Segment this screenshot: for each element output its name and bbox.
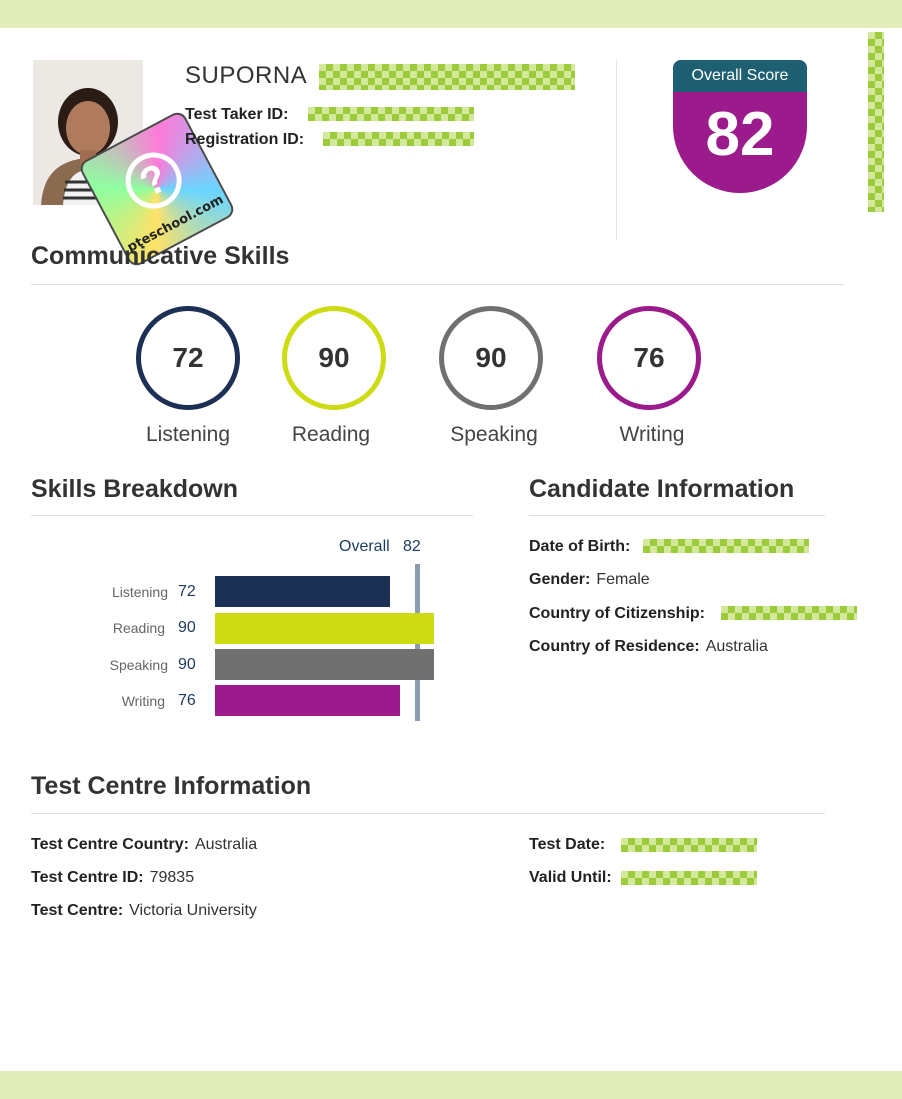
writing-score-circle: 76 [597,306,701,410]
header-divider [616,60,617,240]
citizenship-label: Country of Citizenship: [529,605,705,622]
skills-breakdown-title: Skills Breakdown [31,475,239,503]
breakdown-value-writing: 76 [178,692,196,709]
citizenship-field: Country of Citizenship: [529,605,705,623]
gender-field: Gender: Female [529,571,650,589]
dob-field: Date of Birth: [529,538,630,556]
test-date-field: Test Date: [529,836,605,854]
dob-label: Date of Birth: [529,538,631,555]
centre-id-label: Test Centre ID: [31,869,144,886]
breakdown-label-writing: Writing [121,693,165,709]
speaking-label: Speaking [450,423,538,446]
centre-country-label: Test Centre Country: [31,836,189,853]
registration-id-redaction [323,132,474,146]
bottom-band [0,1071,902,1099]
candidate-info-title: Candidate Information [529,475,795,503]
listening-label: Listening [145,423,231,446]
residence-label: Country of Residence: [529,638,700,655]
question-mark-icon: ? [115,142,192,219]
speaking-score-circle: 90 [439,306,543,410]
test-date-redaction [621,838,757,852]
residence-value: Australia [705,638,768,655]
valid-until-field: Valid Until: [529,869,612,887]
breakdown-label-reading: Reading [112,620,165,636]
dob-redaction [643,539,809,553]
overall-score-label: Overall Score [673,60,807,92]
overall-score-badge: Overall Score 82 [673,60,807,193]
candidate-info-rule [529,515,825,516]
person-silhouette-icon [33,60,143,205]
centre-id-field: Test Centre ID: 79835 [31,869,194,887]
breakdown-label-listening: Listening [111,584,168,600]
overall-score-value: 82 [705,100,775,169]
writing-label: Writing [619,423,685,446]
breakdown-value-listening: 72 [178,583,196,600]
breakdown-bar-listening [215,576,390,607]
test-centre-rule [31,813,825,814]
centre-country-value: Australia [194,836,258,853]
valid-until-label: Valid Until: [529,869,612,886]
reading-score-circle: 90 [282,306,386,410]
valid-until-redaction [621,871,757,885]
centre-name-value: Victoria University [129,902,257,919]
communicative-rule [31,284,844,285]
breakdown-bar-speaking [215,649,434,680]
centre-name-field: Test Centre: Victoria University [31,902,257,920]
breakdown-overall-label: Overall [339,538,390,555]
residence-field: Country of Residence: Australia [529,638,768,656]
reading-label: Reading [291,423,371,446]
breakdown-overall-value: 82 [403,538,421,555]
gender-value: Female [596,571,650,588]
test-taker-id-redaction [308,107,474,121]
centre-name-label: Test Centre: [31,902,124,919]
candidate-name: SUPORNA [185,62,308,89]
communicative-skills-title: Communicative Skills [31,242,290,270]
listening-score-circle: 72 [136,306,240,410]
breakdown-bar-reading [215,613,434,644]
centre-id-value: 79835 [149,869,195,886]
breakdown-value-reading: 90 [178,619,196,636]
top-band [0,0,902,28]
side-redaction [868,32,884,212]
centre-country-field: Test Centre Country: Australia [31,836,257,854]
breakdown-rule [31,515,473,516]
candidate-photo [33,60,143,205]
breakdown-value-speaking: 90 [178,656,196,673]
breakdown-bar-writing [215,685,400,716]
name-redaction [319,64,575,90]
test-date-label: Test Date: [529,836,606,853]
test-taker-id-label: Test Taker ID: [185,106,289,123]
gender-label: Gender: [529,571,591,588]
test-centre-title: Test Centre Information [31,772,312,800]
citizenship-redaction [721,606,857,620]
breakdown-label-speaking: Speaking [109,657,168,673]
registration-id-label: Registration ID: [185,131,305,148]
